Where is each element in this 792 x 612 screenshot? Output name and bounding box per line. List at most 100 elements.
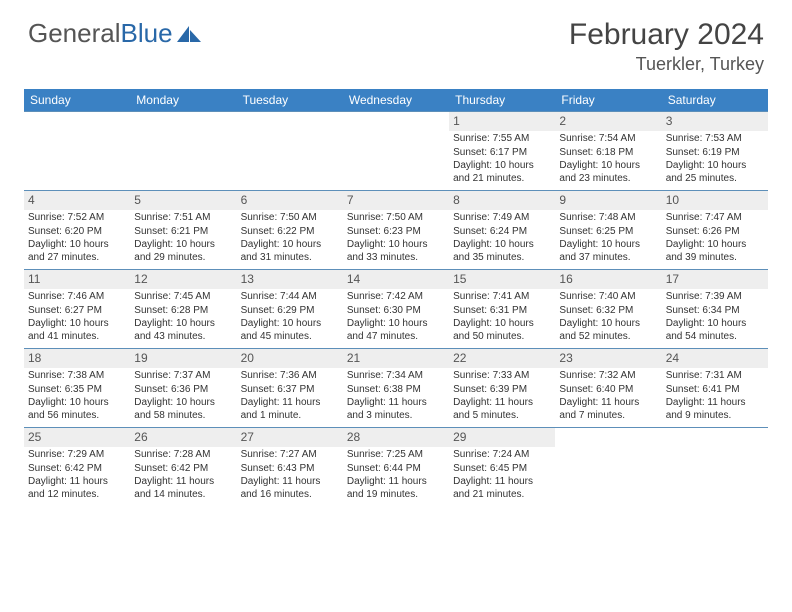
day-cell [130, 112, 236, 190]
day-cell: 6Sunrise: 7:50 AMSunset: 6:22 PMDaylight… [237, 191, 343, 269]
day-cell [343, 112, 449, 190]
sunset-text: Sunset: 6:42 PM [134, 463, 232, 476]
day-cell: 25 Sunrise: 7:29 AMSunset: 6:42 PMDayligh… [24, 428, 130, 506]
day-cell: 12Sunrise: 7:45 AMSunset: 6:28 PMDayligh… [130, 270, 236, 348]
month-title: February 2024 [569, 18, 764, 52]
day-cell: 23Sunrise: 7:32 AMSunset: 6:40 PMDayligh… [555, 349, 661, 427]
day-cell [662, 428, 768, 506]
day-number: 10 [662, 191, 768, 210]
day-cell: 4Sunrise: 7:52 AMSunset: 6:20 PMDaylight… [24, 191, 130, 269]
day-number: 5 [130, 191, 236, 210]
sunrise-text: Sunrise: 7:29 AM [28, 449, 126, 462]
sunset-text: Sunset: 6:42 PM [28, 463, 126, 476]
daylight-text: Daylight: 10 hours and 58 minutes. [134, 397, 232, 422]
dayhead-monday: Monday [130, 89, 236, 111]
sunrise-text: Sunrise: 7:25 AM [347, 449, 445, 462]
sunset-text: Sunset: 6:18 PM [559, 147, 657, 160]
sunrise-text: Sunrise: 7:49 AM [453, 212, 551, 225]
daylight-text: Daylight: 10 hours and 23 minutes. [559, 160, 657, 185]
daylight-text: Daylight: 10 hours and 50 minutes. [453, 318, 551, 343]
logo: GeneralBlue [28, 18, 203, 49]
daylight-text: Daylight: 10 hours and 39 minutes. [666, 239, 764, 264]
logo-sail-icon [175, 24, 203, 44]
day-number: 24 [662, 349, 768, 368]
sunset-text: Sunset: 6:37 PM [241, 384, 339, 397]
sunrise-text: Sunrise: 7:31 AM [666, 370, 764, 383]
sunset-text: Sunset: 6:36 PM [134, 384, 232, 397]
day-number: 29 [449, 428, 555, 447]
daylight-text: Daylight: 11 hours and 7 minutes. [559, 397, 657, 422]
daylight-text: Daylight: 11 hours and 3 minutes. [347, 397, 445, 422]
dayhead-thursday: Thursday [449, 89, 555, 111]
day-cell: 16Sunrise: 7:40 AMSunset: 6:32 PMDayligh… [555, 270, 661, 348]
location-subtitle: Tuerkler, Turkey [569, 54, 764, 75]
sunset-text: Sunset: 6:32 PM [559, 305, 657, 318]
week-row: 4Sunrise: 7:52 AMSunset: 6:20 PMDaylight… [24, 190, 768, 269]
daylight-text: Daylight: 10 hours and 45 minutes. [241, 318, 339, 343]
day-cell: 11Sunrise: 7:46 AMSunset: 6:27 PMDayligh… [24, 270, 130, 348]
sunset-text: Sunset: 6:28 PM [134, 305, 232, 318]
day-number: 25 [24, 428, 130, 447]
sunset-text: Sunset: 6:44 PM [347, 463, 445, 476]
dayhead-saturday: Saturday [662, 89, 768, 111]
sunset-text: Sunset: 6:39 PM [453, 384, 551, 397]
daylight-text: Daylight: 11 hours and 12 minutes. [28, 476, 126, 501]
day-number: 20 [237, 349, 343, 368]
sunrise-text: Sunrise: 7:39 AM [666, 291, 764, 304]
day-number: 4 [24, 191, 130, 210]
daylight-text: Daylight: 11 hours and 14 minutes. [134, 476, 232, 501]
sunset-text: Sunset: 6:35 PM [28, 384, 126, 397]
day-cell: 7Sunrise: 7:50 AMSunset: 6:23 PMDaylight… [343, 191, 449, 269]
sunrise-text: Sunrise: 7:38 AM [28, 370, 126, 383]
day-cell: 17Sunrise: 7:39 AMSunset: 6:34 PMDayligh… [662, 270, 768, 348]
sunset-text: Sunset: 6:23 PM [347, 226, 445, 239]
day-cell: 1Sunrise: 7:55 AMSunset: 6:17 PMDaylight… [449, 112, 555, 190]
day-cell: 2Sunrise: 7:54 AMSunset: 6:18 PMDaylight… [555, 112, 661, 190]
daylight-text: Daylight: 10 hours and 31 minutes. [241, 239, 339, 264]
day-number: 3 [662, 112, 768, 131]
day-cell: 27Sunrise: 7:27 AMSunset: 6:43 PMDayligh… [237, 428, 343, 506]
week-row: 11Sunrise: 7:46 AMSunset: 6:27 PMDayligh… [24, 269, 768, 348]
day-number: 7 [343, 191, 449, 210]
calendar: Sunday Monday Tuesday Wednesday Thursday… [0, 83, 792, 506]
day-number: 15 [449, 270, 555, 289]
sunset-text: Sunset: 6:34 PM [666, 305, 764, 318]
dayhead-wednesday: Wednesday [343, 89, 449, 111]
day-cell: 20Sunrise: 7:36 AMSunset: 6:37 PMDayligh… [237, 349, 343, 427]
sunset-text: Sunset: 6:29 PM [241, 305, 339, 318]
day-number: 18 [24, 349, 130, 368]
day-number: 11 [24, 270, 130, 289]
day-cell: 10Sunrise: 7:47 AMSunset: 6:26 PMDayligh… [662, 191, 768, 269]
title-block: February 2024 Tuerkler, Turkey [569, 18, 764, 75]
day-number: 13 [237, 270, 343, 289]
day-cell: 26Sunrise: 7:28 AMSunset: 6:42 PMDayligh… [130, 428, 236, 506]
sunset-text: Sunset: 6:17 PM [453, 147, 551, 160]
sunrise-text: Sunrise: 7:55 AM [453, 133, 551, 146]
sunrise-text: Sunrise: 7:42 AM [347, 291, 445, 304]
sunset-text: Sunset: 6:43 PM [241, 463, 339, 476]
day-number: 19 [130, 349, 236, 368]
sunset-text: Sunset: 6:40 PM [559, 384, 657, 397]
sunrise-text: Sunrise: 7:37 AM [134, 370, 232, 383]
day-cell [237, 112, 343, 190]
sunrise-text: Sunrise: 7:51 AM [134, 212, 232, 225]
dayhead-tuesday: Tuesday [237, 89, 343, 111]
sunset-text: Sunset: 6:22 PM [241, 226, 339, 239]
sunrise-text: Sunrise: 7:34 AM [347, 370, 445, 383]
sunset-text: Sunset: 6:38 PM [347, 384, 445, 397]
daylight-text: Daylight: 11 hours and 5 minutes. [453, 397, 551, 422]
day-cell: 13 Sunrise: 7:44 AMSunset: 6:29 PMDayligh… [237, 270, 343, 348]
sunrise-text: Sunrise: 7:54 AM [559, 133, 657, 146]
sunset-text: Sunset: 6:20 PM [28, 226, 126, 239]
sunrise-text: Sunrise: 7:47 AM [666, 212, 764, 225]
sunrise-text: Sunrise: 7:44 AM [241, 291, 339, 304]
day-number: 23 [555, 349, 661, 368]
day-number: 28 [343, 428, 449, 447]
daylight-text: Daylight: 10 hours and 35 minutes. [453, 239, 551, 264]
daylight-text: Daylight: 10 hours and 27 minutes. [28, 239, 126, 264]
day-cell: 29Sunrise: 7:24 AMSunset: 6:45 PMDayligh… [449, 428, 555, 506]
day-cell: 28Sunrise: 7:25 AMSunset: 6:44 PMDayligh… [343, 428, 449, 506]
day-cell: 5Sunrise: 7:51 AMSunset: 6:21 PMDaylight… [130, 191, 236, 269]
sunrise-text: Sunrise: 7:40 AM [559, 291, 657, 304]
sunrise-text: Sunrise: 7:33 AM [453, 370, 551, 383]
